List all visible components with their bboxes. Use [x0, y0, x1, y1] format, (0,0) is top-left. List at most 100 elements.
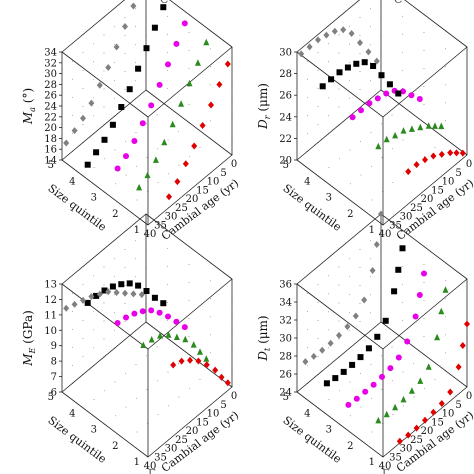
- data-point: [151, 294, 158, 301]
- data-point: [348, 30, 355, 37]
- grid-dot: [93, 97, 94, 99]
- size-tick-label: 3: [91, 425, 97, 436]
- data-point: [328, 76, 335, 83]
- value-tick-label: 18: [44, 134, 57, 145]
- data-point: [369, 267, 376, 274]
- grid-dot: [157, 148, 158, 150]
- axis-edge: [296, 213, 382, 285]
- value-axis-title: Dr (μm): [256, 83, 272, 130]
- data-point: [194, 59, 201, 66]
- grid-dot: [114, 25, 115, 27]
- grid-dot: [402, 265, 403, 267]
- age-tick-label: 30: [165, 444, 178, 455]
- grid-dot: [189, 387, 190, 389]
- axis-box: [61, 0, 233, 226]
- age-tick-label: 30: [165, 212, 178, 223]
- grid-dot: [328, 43, 329, 45]
- age-tick-label: 35: [154, 452, 167, 463]
- grid-dot: [423, 50, 425, 51]
- grid-dot: [124, 53, 126, 54]
- grid-dot: [349, 381, 351, 383]
- data-point: [161, 138, 168, 146]
- grid-dot: [114, 381, 116, 383]
- size-tick-label: 1: [369, 225, 375, 236]
- grid-dot: [189, 155, 190, 157]
- value-axis-unit: (μm): [256, 83, 270, 115]
- data-point: [131, 138, 138, 144]
- grid-dot: [445, 120, 446, 122]
- data-point: [366, 100, 373, 107]
- data-point: [160, 4, 167, 11]
- value-tick-label: 11: [44, 310, 57, 321]
- age-tick-label: 35: [389, 220, 402, 231]
- size-tick-label: 2: [347, 209, 353, 220]
- grid-dot: [72, 328, 73, 330]
- grid-dot: [349, 275, 350, 277]
- age-tick-label: 20: [421, 426, 434, 437]
- grid-dot: [371, 199, 373, 201]
- grid-dot: [370, 44, 371, 46]
- grid-dot: [403, 405, 404, 407]
- age-tick-label: 5: [455, 168, 461, 179]
- grid-dot: [188, 68, 190, 69]
- grid-dot: [72, 364, 73, 366]
- data-point: [203, 38, 210, 46]
- value-tick-label: 20: [279, 156, 292, 167]
- grid-dot: [103, 284, 105, 286]
- value-axis-main: D: [256, 351, 270, 362]
- data-point: [143, 288, 150, 294]
- grid-dot: [317, 52, 319, 53]
- data-point: [455, 363, 462, 371]
- data-point: [413, 424, 420, 432]
- data-point: [400, 395, 407, 403]
- grid-dot: [72, 114, 73, 116]
- age-tick-label: 25: [410, 203, 423, 214]
- value-tick-label: 20: [44, 123, 57, 134]
- value-tick-label: 24: [44, 102, 57, 113]
- grid-dot: [188, 282, 190, 283]
- value-axis-unit: (μm): [256, 315, 270, 347]
- data-point: [173, 318, 180, 325]
- data-point: [362, 388, 369, 395]
- grid-dot: [114, 97, 115, 99]
- grid-dot: [103, 266, 105, 268]
- data-point: [432, 122, 438, 129]
- grid-dot: [445, 48, 446, 50]
- data-point: [218, 373, 225, 381]
- age-tick-label: 40: [379, 461, 392, 472]
- axis-edge: [61, 213, 147, 285]
- data-point: [148, 307, 155, 314]
- grid-dot: [167, 87, 168, 89]
- grid-dot: [157, 414, 159, 415]
- grid-dot: [381, 389, 383, 390]
- grid-dot: [381, 157, 383, 158]
- data-point: [405, 431, 412, 439]
- axis-edge: [296, 391, 384, 458]
- grid-dot: [349, 293, 350, 295]
- size-tick-label: 3: [91, 193, 97, 204]
- series-quintile-4: [84, 4, 167, 168]
- data-point: [63, 304, 70, 312]
- grid-dot: [188, 32, 190, 33]
- data-point: [126, 86, 133, 93]
- grid-dot: [93, 43, 94, 45]
- grid-dot: [307, 328, 308, 330]
- data-point: [405, 168, 412, 176]
- grid-dot: [360, 140, 361, 142]
- data-point: [365, 345, 372, 352]
- data-point: [358, 107, 364, 114]
- value-tick-label: 28: [44, 80, 57, 91]
- age-tick-label: 20: [186, 194, 199, 205]
- grid-dot: [339, 390, 340, 392]
- grid-dot: [178, 130, 179, 132]
- grid-dot: [328, 347, 329, 349]
- series-quintile-3: [345, 270, 427, 408]
- data-point: [156, 81, 163, 88]
- grid-dot: [413, 396, 415, 398]
- data-point: [387, 365, 394, 372]
- data-point: [138, 291, 145, 299]
- data-point: [165, 313, 171, 320]
- age-tick-label: 15: [431, 417, 444, 428]
- grid-dot: [338, 320, 340, 322]
